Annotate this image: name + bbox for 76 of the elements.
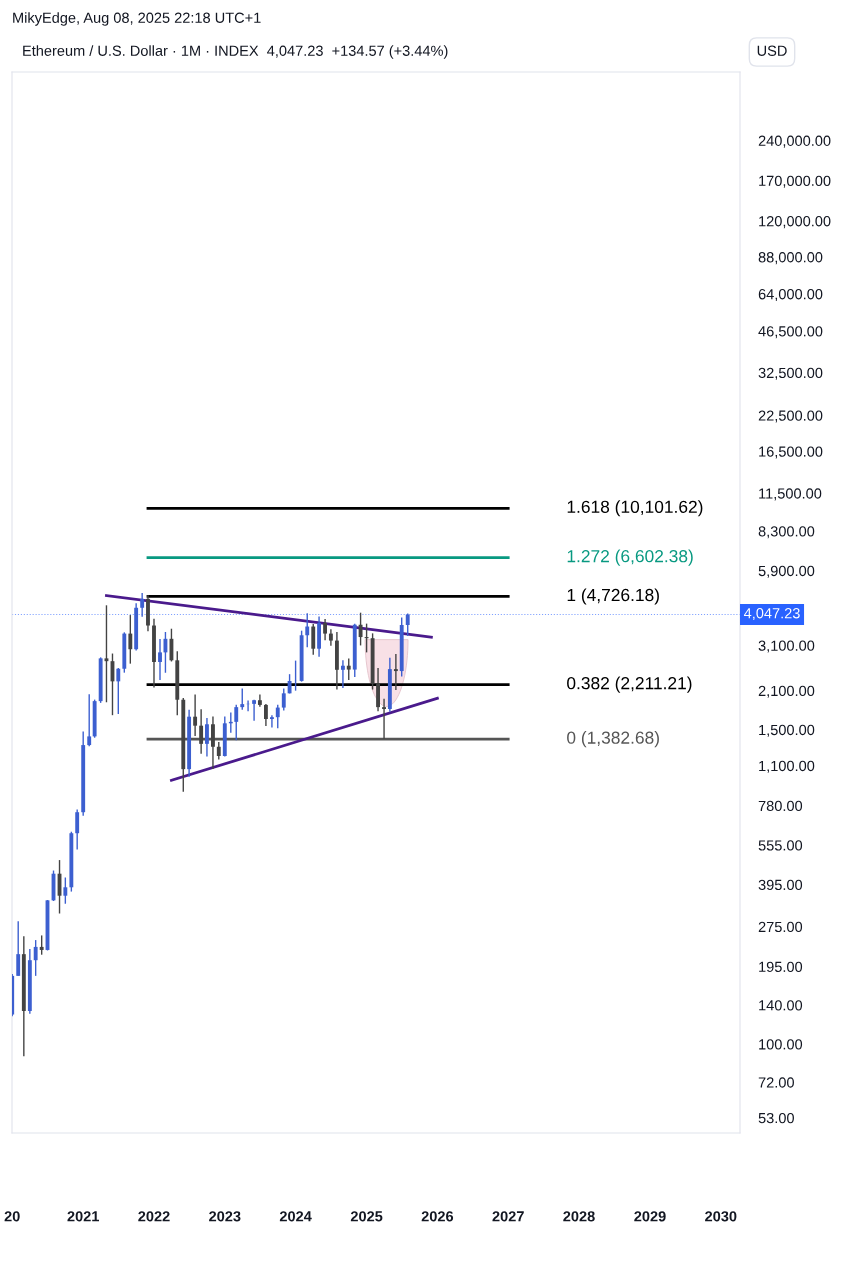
y-tick-label: 5,900.00: [758, 565, 815, 578]
x-tick-label: 2023: [209, 1211, 241, 1222]
candlestick: [128, 614, 133, 665]
candlestick: [358, 611, 363, 647]
chart-title: Ethereum / U.S. Dollar · 1M · INDEX 4,047.23 +134.57 (+3.44%): [23, 45, 448, 59]
candlestick: [16, 920, 21, 977]
y-tick-label: 72.00: [758, 1077, 794, 1088]
y-tick-label: 275.00: [758, 921, 803, 933]
candlestick: [205, 717, 209, 758]
y-tick-label: 780.00: [758, 800, 803, 812]
candlestick: [163, 631, 168, 674]
text: 1 (4,726.18): [567, 588, 659, 605]
candlestick: [193, 693, 198, 737]
x-tick-label: 2027: [492, 1211, 524, 1222]
candlestick: [211, 715, 215, 770]
y-tick-label: 53.00: [758, 1112, 794, 1124]
candlestick: [281, 687, 286, 712]
x-tick-label: 2025: [350, 1211, 383, 1222]
y-tick-label: 555.00: [758, 840, 803, 851]
x-tick-label: 2028: [563, 1211, 595, 1222]
x-tick-label: 2022: [138, 1211, 170, 1222]
x-tick-label: 2030: [705, 1211, 737, 1222]
text: 1.272 (6,602.38): [567, 549, 693, 566]
candlestick: [311, 623, 316, 656]
candlestick: [364, 622, 369, 654]
candlestick: [393, 653, 398, 691]
y-tick-label: 22,500.00: [758, 410, 823, 423]
x-tick-label: 2024: [279, 1211, 312, 1222]
candlestick: [323, 618, 328, 642]
candlestick: [269, 714, 274, 729]
candlestick: [346, 657, 351, 681]
y-tick-label: 16,500.00: [759, 446, 823, 459]
x-tick-label: 2026: [421, 1211, 454, 1222]
candlestick: [199, 708, 204, 755]
candlestick: [234, 704, 239, 741]
y-tick-label: 1,500.00: [759, 724, 815, 737]
candlestick: [33, 939, 38, 977]
candlestick: [382, 697, 386, 740]
ref-line-label: 4,047.23: [743, 608, 800, 621]
candlestick: [63, 876, 68, 905]
y-tick-label: 240,000.00: [758, 135, 831, 148]
chart-subtitle: MikyEdge, Aug 08, 2025 22:18 UTC+1: [13, 12, 261, 26]
y-tick-label: 88,000.00: [758, 252, 823, 265]
x-tick-label: 2029: [634, 1211, 666, 1222]
candlestick: [75, 808, 80, 851]
candlestick: [376, 667, 380, 712]
candlestick: [116, 667, 121, 715]
y-tick-label: 46,500.00: [758, 326, 823, 339]
y-tick-label: 170,000.00: [759, 175, 831, 188]
text: 0 (1,382.68): [567, 731, 659, 748]
text: USD: [757, 45, 787, 56]
y-tick-label: 120,000.00: [759, 216, 831, 229]
x-tick-label: 20: [4, 1211, 20, 1222]
y-tick-label: 64,000.00: [758, 289, 823, 302]
candlestick: [140, 592, 145, 618]
candlestick: [275, 704, 280, 729]
y-tick-label: 32,500.00: [758, 367, 823, 380]
candlestick: [305, 612, 310, 649]
y-tick-label: 1,100.00: [759, 760, 815, 773]
y-tick-label: 2,100.00: [758, 685, 815, 698]
y-tick-label: 395.00: [758, 879, 803, 891]
y-tick-label: 3,100.00: [758, 640, 815, 653]
candlestick: [158, 638, 162, 681]
y-tick-label: 140.00: [759, 1000, 803, 1011]
candlestick: [263, 703, 268, 727]
y-tick-label: 11,500.00: [759, 488, 822, 501]
candlestick: [240, 687, 245, 711]
y-tick-label: 195.00: [759, 961, 803, 972]
candlestick: [39, 934, 44, 956]
text: 0.382 (2,211.21): [567, 676, 692, 693]
y-tick-label: 100.00: [759, 1039, 803, 1050]
text: 1.618 (10,101.62): [567, 500, 703, 517]
candlestick: [87, 693, 92, 748]
x-tick-label: 2021: [67, 1211, 100, 1222]
y-tick-label: 8,300.00: [758, 526, 815, 539]
candlestick: [340, 659, 345, 689]
